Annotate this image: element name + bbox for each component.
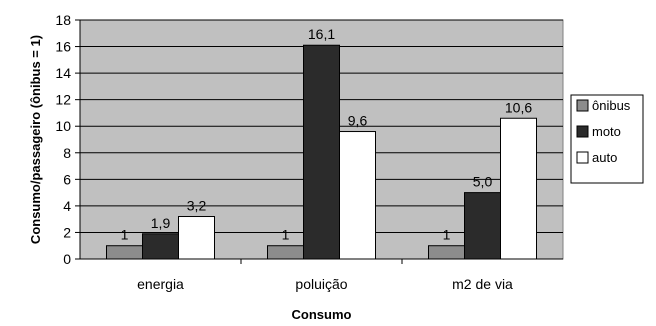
bar-moto-1 [142,233,179,260]
data-label: 9,6 [348,113,368,129]
data-label: 1,9 [151,215,171,231]
data-label: 1 [443,227,451,243]
bar-moto-3 [464,192,501,260]
bar-auto-1 [178,216,215,260]
y-axis-ticks: 0 2 4 6 8 10 12 14 16 18 [55,12,80,267]
y-tick-label: 14 [55,65,71,81]
x-category-label: m2 de via [452,276,513,292]
bar-moto-2 [303,44,340,260]
legend-swatch [576,125,589,138]
x-axis-categories: energia poluição m2 de via [137,259,513,292]
legend-label: ônibus [592,98,631,113]
data-labels: 1 1,9 3,2 1 16,1 9,6 1 5,0 10,6 [121,26,533,242]
y-tick-label: 10 [55,118,71,134]
y-tick-label: 0 [63,251,71,267]
bars [106,44,537,260]
data-label: 3,2 [187,198,207,214]
y-tick-label: 6 [63,171,71,187]
y-tick-label: 2 [63,224,71,240]
y-axis-title: Consumo/passageiro (ônibus = 1) [28,35,43,244]
y-tick-label: 4 [63,198,71,214]
legend-label: moto [592,124,621,139]
data-label: 1 [282,227,290,243]
y-tick-label: 16 [55,39,71,55]
legend-label: auto [592,150,617,165]
data-label: 5,0 [473,174,493,190]
x-axis-title: Consumo [292,307,352,322]
bar-auto-3 [500,117,537,260]
x-category-label: energia [137,276,184,292]
y-tick-label: 18 [55,12,71,28]
bar-onibus-1 [106,245,143,260]
legend-swatch [576,99,589,112]
x-category-label: poluição [295,276,347,292]
bar-onibus-2 [267,245,304,260]
bar-onibus-3 [428,245,465,260]
data-label: 16,1 [308,26,335,42]
data-label: 10,6 [505,99,532,115]
data-label: 1 [121,227,129,243]
y-tick-label: 8 [63,145,71,161]
bar-auto-2 [339,131,376,260]
y-tick-label: 12 [55,92,71,108]
legend: ônibus moto auto [570,94,644,184]
legend-swatch [576,151,589,164]
